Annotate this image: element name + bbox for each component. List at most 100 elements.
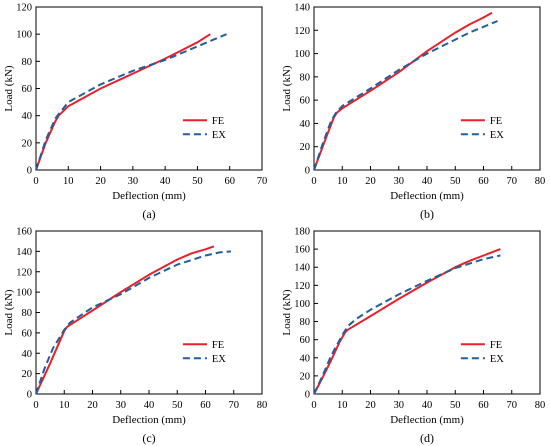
legend-label-ex: EX [212,130,226,141]
y-tick-label: 100 [294,49,310,60]
y-tick-label: 120 [16,267,32,278]
y-tick-label: 120 [294,26,310,37]
legend-label-fe: FE [490,116,502,127]
x-tick-label: 0 [33,400,38,411]
plot-frame [313,230,541,395]
y-tick-label: 40 [300,119,311,130]
x-tick-label: 80 [535,400,546,411]
x-tick-label: 60 [478,400,489,411]
chart-svg: 0 10 20 30 40 50 60 70 80 0 20 40 60 80 100 120 140 160 18… [281,227,546,446]
x-tick-label: 70 [507,400,518,411]
x-tick-label: 10 [337,176,348,187]
chart-svg: 0 10 20 30 40 50 60 70 0 20 40 60 80 100 120 FE EX Deflec… [3,3,268,222]
y-tick-label: 100 [16,288,32,299]
y-tick-label: 20 [22,369,33,380]
legend-label-fe: FE [490,340,502,351]
x-tick-label: 20 [95,176,106,187]
y-tick-label: 60 [22,328,33,339]
y-tick-label: 20 [22,138,33,149]
y-tick-label: 20 [300,371,311,382]
legend-label-ex: EX [490,130,504,141]
y-tick-label: 60 [300,96,311,107]
legend-label-fe: FE [212,116,224,127]
y-tick-label: 140 [294,3,310,14]
y-tick-label: 120 [16,3,32,14]
plot-frame [35,230,263,395]
x-tick-label: 50 [192,176,203,187]
legend-label-fe: FE [212,340,224,351]
x-tick-label: 50 [450,400,461,411]
y-tick-label: 0 [27,390,32,401]
x-tick-label: 60 [224,176,235,187]
x-tick-label: 10 [59,400,70,411]
y-tick-label: 80 [300,317,311,328]
x-tick-label: 70 [257,176,268,187]
x-axis-title: Deflection (mm) [390,414,464,426]
chart-svg: 0 10 20 30 40 50 60 70 80 0 20 40 60 80 100 120 140 160 FE… [3,227,267,446]
y-tick-label: 100 [294,299,310,310]
series-line-ex [35,250,231,395]
y-tick-label: 80 [300,72,311,83]
chart-panel-a: 0 10 20 30 40 50 60 70 0 20 40 60 80 100 120 FE EX Deflec… [0,0,272,222]
x-axis-title: Deflection (mm) [390,190,464,202]
x-tick-label: 70 [229,400,240,411]
plot-frame [35,6,263,171]
y-tick-label: 80 [22,308,33,319]
chart-panel-c: 0 10 20 30 40 50 60 70 80 0 20 40 60 80 100 120 140 160 FE… [0,224,272,446]
series-line-fe [35,245,215,395]
x-tick-label: 40 [422,176,433,187]
x-tick-label: 40 [144,400,155,411]
y-tick-label: 60 [22,84,33,95]
x-tick-label: 50 [172,400,183,411]
y-tick-label: 160 [294,245,310,256]
y-tick-label: 60 [300,335,311,346]
x-tick-label: 40 [160,176,171,187]
y-tick-label: 140 [294,263,310,274]
y-tick-label: 0 [305,166,310,177]
legend: FE EX [460,116,504,141]
panel-label: (b) [420,207,434,221]
x-tick-label: 10 [63,176,74,187]
y-tick-label: 140 [16,247,32,258]
legend: FE EX [182,116,226,141]
y-tick-label: 120 [294,281,310,292]
y-axis-title: Load (kN) [3,289,15,335]
x-tick-label: 60 [478,176,489,187]
plot-frame [313,6,541,171]
x-tick-label: 80 [535,176,546,187]
legend: FE EX [460,340,504,365]
x-tick-label: 20 [365,400,376,411]
y-axis-title: Load (kN) [281,65,293,111]
legend-label-ex: EX [212,354,226,365]
panel-label: (a) [142,207,155,221]
x-tick-label: 30 [394,400,405,411]
y-tick-label: 180 [294,227,310,238]
x-tick-label: 0 [33,176,38,187]
y-tick-label: 20 [300,142,311,153]
y-tick-label: 100 [16,30,32,41]
x-tick-label: 20 [365,176,376,187]
x-axis-title: Deflection (mm) [112,414,186,426]
y-axis-title: Load (kN) [3,65,15,111]
x-tick-label: 30 [394,176,405,187]
y-tick-label: 80 [22,57,33,68]
y-tick-label: 160 [16,227,32,238]
y-tick-label: 40 [22,349,33,360]
x-tick-label: 10 [337,400,348,411]
chart-svg: 0 10 20 30 40 50 60 70 80 0 20 40 60 80 100 120 140 FE EX D… [281,3,546,222]
x-tick-label: 0 [311,400,316,411]
x-tick-label: 0 [311,176,316,187]
x-tick-label: 60 [200,400,211,411]
x-tick-label: 70 [507,176,518,187]
panel-label: (d) [420,431,434,445]
series-line-ex [313,254,501,395]
y-tick-label: 40 [300,353,311,364]
series-line-fe [313,248,501,395]
x-tick-label: 50 [450,176,461,187]
y-tick-label: 0 [27,166,32,177]
y-tick-label: 0 [305,390,310,401]
series-line-ex [35,33,227,171]
series-line-ex [313,20,498,171]
x-tick-label: 30 [116,400,127,411]
y-axis-title: Load (kN) [281,289,293,335]
